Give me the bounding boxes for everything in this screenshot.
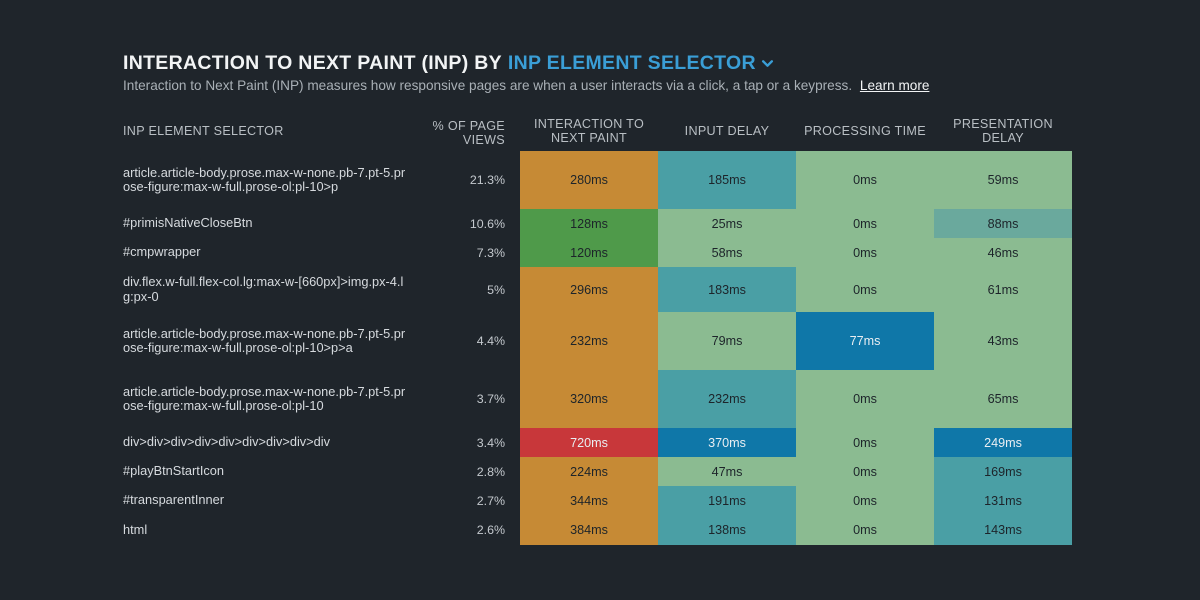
learn-more-link[interactable]: Learn more: [859, 78, 930, 93]
cell-input-delay: 185ms: [658, 151, 796, 209]
cell-presentation-delay: 249ms: [934, 428, 1072, 457]
row-page-views: 2.8%: [476, 464, 505, 479]
title-main: INTERACTION TO NEXT PAINT (INP) BY: [123, 52, 502, 74]
row-selector: div.flex.w-full.flex-col.lg:max-w-[660px…: [123, 274, 404, 304]
row-selector: #transparentInner: [123, 492, 225, 508]
column-header-presentation-delay[interactable]: PRESENTATION DELAY: [953, 117, 1053, 145]
row-selector: div>div>div>div>div>div>div>div>div: [123, 434, 331, 450]
cell-inp: 720ms: [520, 428, 658, 457]
cell-presentation-delay: 46ms: [934, 238, 1072, 267]
page-title: INTERACTION TO NEXT PAINT (INP) BY INP E…: [123, 52, 774, 75]
cell-processing-time: 0ms: [796, 151, 934, 209]
row-selector: #primisNativeCloseBtn: [123, 215, 253, 231]
cell-presentation-delay: 169ms: [934, 457, 1072, 486]
cell-input-delay: 183ms: [658, 267, 796, 312]
row-selector: #cmpwrapper: [123, 244, 201, 260]
cell-inp: 120ms: [520, 238, 658, 267]
cell-processing-time: 77ms: [796, 312, 934, 370]
subtitle-text: Interaction to Next Paint (INP) measures…: [123, 78, 853, 93]
row-page-views: 7.3%: [476, 245, 505, 260]
row-page-views: 3.4%: [476, 435, 505, 450]
cell-inp: 320ms: [520, 370, 658, 428]
cell-input-delay: 47ms: [658, 457, 796, 486]
cell-processing-time: 0ms: [796, 457, 934, 486]
row-page-views: 3.7%: [476, 392, 505, 406]
cell-inp: 232ms: [520, 312, 658, 370]
column-header-input-delay[interactable]: INPUT DELAY: [684, 124, 770, 138]
cell-processing-time: 0ms: [796, 486, 934, 515]
cell-inp: 128ms: [520, 209, 658, 238]
cell-processing-time: 0ms: [796, 428, 934, 457]
cell-presentation-delay: 65ms: [934, 370, 1072, 428]
cell-presentation-delay: 43ms: [934, 312, 1072, 370]
cell-presentation-delay: 143ms: [934, 515, 1072, 545]
row-selector: article.article-body.prose.max-w-none.pb…: [123, 325, 406, 355]
column-header-page-views[interactable]: % OF PAGE VIEWS: [432, 119, 505, 147]
cell-inp: 384ms: [520, 515, 658, 545]
cell-input-delay: 58ms: [658, 238, 796, 267]
cell-input-delay: 138ms: [658, 515, 796, 545]
cell-input-delay: 191ms: [658, 486, 796, 515]
dimension-selector[interactable]: INP ELEMENT SELECTOR: [507, 52, 756, 74]
subtitle: Interaction to Next Paint (INP) measures…: [123, 78, 929, 93]
cell-presentation-delay: 59ms: [934, 151, 1072, 209]
cell-inp: 344ms: [520, 486, 658, 515]
row-selector: article.article-body.prose.max-w-none.pb…: [123, 164, 406, 194]
cell-presentation-delay: 88ms: [934, 209, 1072, 238]
chevron-down-icon[interactable]: [761, 57, 774, 70]
row-selector: html: [123, 521, 148, 537]
cell-input-delay: 232ms: [658, 370, 796, 428]
cell-inp: 280ms: [520, 151, 658, 209]
column-header-selector[interactable]: INP ELEMENT SELECTOR: [123, 124, 284, 138]
row-page-views: 4.4%: [476, 334, 505, 348]
row-selector: #playBtnStartIcon: [123, 463, 225, 479]
row-page-views: 21.3%: [469, 173, 505, 187]
cell-processing-time: 0ms: [796, 515, 934, 545]
cell-processing-time: 0ms: [796, 370, 934, 428]
cell-presentation-delay: 61ms: [934, 267, 1072, 312]
cell-inp: 296ms: [520, 267, 658, 312]
cell-processing-time: 0ms: [796, 267, 934, 312]
row-selector: article.article-body.prose.max-w-none.pb…: [123, 383, 406, 413]
cell-inp: 224ms: [520, 457, 658, 486]
row-page-views: 2.6%: [476, 523, 505, 537]
cell-input-delay: 79ms: [658, 312, 796, 370]
row-page-views: 10.6%: [469, 216, 505, 231]
cell-presentation-delay: 131ms: [934, 486, 1072, 515]
row-page-views: 2.7%: [476, 493, 505, 508]
column-header-inp[interactable]: INTERACTION TO NEXT PAINT: [533, 117, 645, 145]
cell-processing-time: 0ms: [796, 238, 934, 267]
cell-processing-time: 0ms: [796, 209, 934, 238]
cell-input-delay: 25ms: [658, 209, 796, 238]
cell-input-delay: 370ms: [658, 428, 796, 457]
column-header-processing-time[interactable]: PROCESSING TIME: [804, 124, 926, 138]
row-page-views: 5%: [487, 282, 505, 297]
